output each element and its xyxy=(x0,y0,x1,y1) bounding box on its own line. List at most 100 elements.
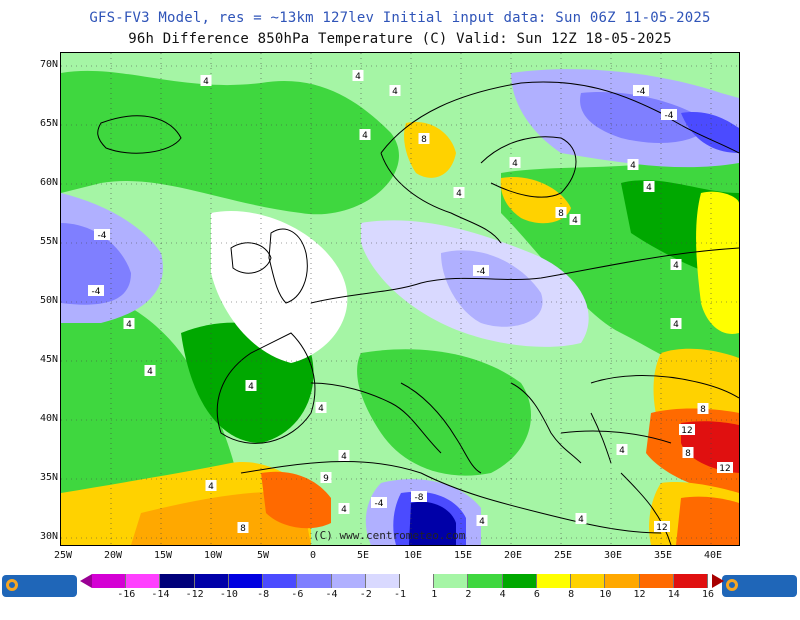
contour-label: 12 xyxy=(681,426,692,436)
contour-label: 4 xyxy=(456,189,462,199)
contour-label-box xyxy=(717,462,733,473)
contour-label: 4 xyxy=(673,320,679,330)
contour-label-box xyxy=(123,318,135,329)
contour-label: 12 xyxy=(719,464,730,474)
contour-label-box xyxy=(144,365,156,376)
temperature-difference-map: 4 4 4 4 8 -4 -4 4 4 8 4 4 -4 -4 -4 4 4 4 4 4 4 4 8 12 8 4 12 4 9 4 -4-… xyxy=(60,52,740,546)
legend-right-arrow-icon xyxy=(712,574,724,588)
legend-swatch xyxy=(502,574,537,588)
contour-label: -4 xyxy=(665,111,674,121)
contour-label-box xyxy=(237,522,249,533)
contour-label-box xyxy=(670,259,682,270)
y-tick-label: 45N xyxy=(39,354,58,365)
x-tick-label: 20E xyxy=(503,550,523,561)
contour-label: 4 xyxy=(392,87,398,97)
contour-label-box xyxy=(627,159,639,170)
legend-tick-label: 6 xyxy=(533,589,540,600)
contour-label-box xyxy=(661,109,677,120)
contour-label: 8 xyxy=(558,209,564,219)
legend-swatch xyxy=(365,574,400,588)
legend-tick-label: 4 xyxy=(499,589,506,600)
x-tick-label: 35E xyxy=(653,550,673,561)
legend-swatch xyxy=(673,574,708,588)
contour-label-box xyxy=(697,403,709,414)
contour-label-box xyxy=(359,129,371,140)
contour-label: 4 xyxy=(578,515,584,525)
contour-label-box xyxy=(389,85,401,96)
legend-swatch xyxy=(92,574,127,588)
contour-label-box xyxy=(654,521,670,532)
contour-label: 4 xyxy=(147,367,153,377)
map-title: GFS-FV3 Model, res = ~13km 127lev Initia… xyxy=(89,10,711,26)
map-subtitle: 96h Difference 850hPa Temperature (C) Va… xyxy=(128,31,672,47)
centrometeo-logo-left[interactable]: centrometeo xyxy=(2,575,77,613)
y-tick-label: 70N xyxy=(39,59,58,70)
contour-label-box xyxy=(94,229,110,240)
legend-tick-label: 16 xyxy=(701,589,715,600)
contour-label-box xyxy=(352,70,364,81)
contour-label: -4 xyxy=(637,87,646,97)
contour-label: 4 xyxy=(619,446,625,456)
contour-label-box xyxy=(616,444,628,455)
legend-swatch xyxy=(639,574,674,588)
contour-label: 8 xyxy=(700,405,706,415)
contour-label-box xyxy=(682,447,694,458)
legend-swatch xyxy=(536,574,572,588)
contour-label-box xyxy=(315,402,327,413)
logo-text: centrometeo xyxy=(722,602,787,613)
legend-tick-label: -6 xyxy=(291,589,304,600)
y-tick-label: 30N xyxy=(39,531,58,542)
y-tick-label: 50N xyxy=(39,295,58,306)
contour-label: 4 xyxy=(362,131,368,141)
centrometeo-logo-right[interactable]: centrometeo xyxy=(722,575,797,613)
contour-label: 4 xyxy=(512,159,518,169)
contour-label-box xyxy=(371,497,387,508)
contour-label: 4 xyxy=(126,320,132,330)
contour-label: 8 xyxy=(685,449,691,459)
contour-label-box xyxy=(418,133,430,144)
contour-label: -8 xyxy=(415,493,424,503)
legend-swatch xyxy=(126,574,161,588)
contour-label: 4 xyxy=(646,183,652,193)
contour-label-box xyxy=(338,503,350,514)
x-tick-label: 5W xyxy=(256,550,270,561)
x-tick-label: 30E xyxy=(603,550,623,561)
contour-label-box xyxy=(670,318,682,329)
contour-label-box xyxy=(555,207,567,218)
contour-label: 4 xyxy=(341,452,347,462)
contour-label: -4 xyxy=(98,231,107,241)
contour-label: 4 xyxy=(318,404,324,414)
legend-swatch xyxy=(605,574,640,588)
contour-label-box xyxy=(569,214,581,225)
legend-swatch xyxy=(434,574,469,588)
contour-label: 4 xyxy=(479,517,485,527)
legend-swatch xyxy=(571,574,606,588)
x-tick-label: 15W xyxy=(153,550,173,561)
y-tick-label: 40N xyxy=(39,413,58,424)
contour-label: 4 xyxy=(248,382,254,392)
contour-label: 4 xyxy=(203,77,209,87)
x-tick-label: 25E xyxy=(553,550,573,561)
contour-label-box xyxy=(575,513,587,524)
contour-label-box xyxy=(338,450,350,461)
x-tick-label: 25W xyxy=(53,550,73,561)
legend-tick-label: -1 xyxy=(393,589,407,600)
legend-tick-label: 10 xyxy=(599,589,612,600)
legend-tick-label: -4 xyxy=(325,589,338,600)
contour-label: 8 xyxy=(421,135,427,145)
y-tick-label: 35N xyxy=(39,472,58,483)
contour-label: 4 xyxy=(341,505,347,515)
legend-tick-label: 8 xyxy=(568,589,575,600)
legend-swatch xyxy=(468,574,503,588)
legend-swatch xyxy=(194,574,229,588)
contour-label: 4 xyxy=(673,261,679,271)
contour-label-box xyxy=(476,515,488,526)
x-tick-label: 15E xyxy=(453,550,473,561)
legend-tick-label: -8 xyxy=(257,589,270,600)
contour-label-box xyxy=(320,472,332,483)
logo-text: centrometeo xyxy=(2,602,67,613)
x-tick-label: 10W xyxy=(203,550,223,561)
y-tick-label: 60N xyxy=(39,177,58,188)
contour-label-box xyxy=(643,181,655,192)
legend-swatch xyxy=(263,574,298,588)
